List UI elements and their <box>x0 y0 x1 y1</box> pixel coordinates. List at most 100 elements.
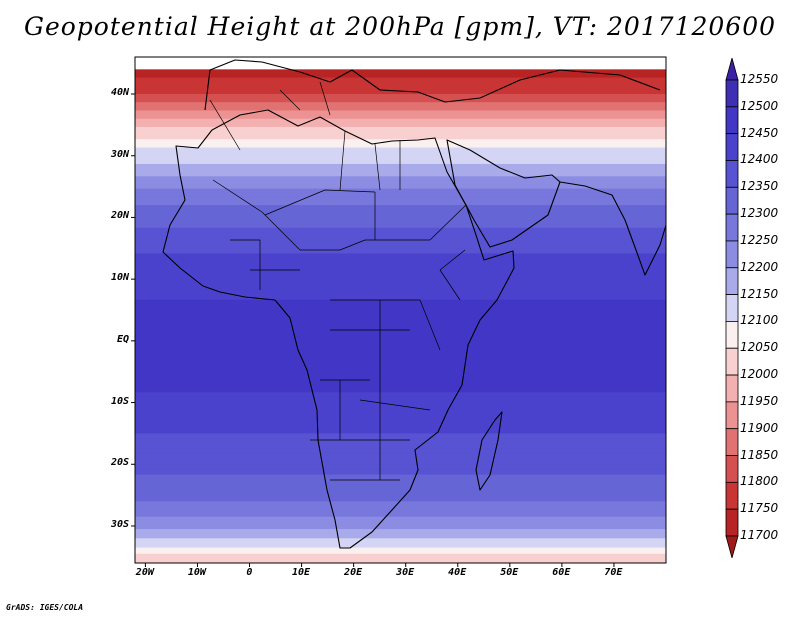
europe-coastline <box>204 59 661 111</box>
colorbar-swatch <box>725 160 739 188</box>
height-band <box>135 209 666 214</box>
height-band <box>135 495 666 499</box>
height-band <box>135 263 666 270</box>
height-band <box>135 168 666 173</box>
lon-tick-label: 70E <box>604 567 623 578</box>
height-band <box>135 73 666 79</box>
height-band <box>135 325 666 332</box>
height-band <box>135 345 666 352</box>
height-band <box>135 474 666 481</box>
colorbar-swatch <box>725 240 739 269</box>
height-band <box>135 106 666 112</box>
colorbar-swatch <box>725 508 739 537</box>
height-band <box>135 407 666 414</box>
height-band <box>135 356 666 363</box>
height-band <box>135 294 666 301</box>
height-band <box>135 284 666 291</box>
height-band <box>135 320 666 327</box>
height-band <box>135 299 666 306</box>
height-band <box>135 536 666 539</box>
height-band <box>135 479 666 486</box>
africa-coastline <box>162 109 515 549</box>
height-band <box>135 89 666 95</box>
lat-tick-label: 30N <box>110 148 129 160</box>
colorbar-swatch <box>725 347 739 376</box>
height-band <box>135 126 666 132</box>
height-band <box>135 268 666 275</box>
colorbar-swatch <box>725 535 739 558</box>
colorbar-swatch <box>725 213 739 242</box>
colorbar-swatch <box>725 455 739 483</box>
colorbar-swatch <box>725 374 739 403</box>
grads-credit: GrADS: IGES/COLA <box>6 603 84 612</box>
colorbar-label: 12250 <box>740 232 779 247</box>
colorbar-label: 12350 <box>740 179 779 194</box>
height-band <box>135 135 666 140</box>
colorbar-label: 12000 <box>740 367 779 382</box>
height-band <box>135 559 666 563</box>
lat-tick-label: 10S <box>110 395 129 407</box>
height-band <box>135 532 666 535</box>
height-band <box>135 387 666 393</box>
height-band <box>135 315 666 321</box>
colorbar-label: 12550 <box>740 72 779 86</box>
height-band <box>135 118 666 124</box>
height-band <box>135 122 666 128</box>
colorbar-swatch <box>725 401 739 430</box>
height-band <box>135 289 666 296</box>
height-band <box>135 222 666 229</box>
height-band <box>135 423 666 429</box>
height-band <box>135 516 666 521</box>
height-band <box>135 542 666 546</box>
height-band <box>135 147 666 153</box>
colorbar-label: 11800 <box>740 474 779 489</box>
colorbar-label: 12100 <box>740 313 779 328</box>
colorbar-label: 12400 <box>740 152 779 167</box>
height-band <box>135 540 666 544</box>
arabia-coastline <box>446 139 561 248</box>
height-band <box>135 366 666 373</box>
height-band <box>135 469 666 476</box>
height-band <box>135 184 666 190</box>
height-band <box>135 274 666 280</box>
height-band <box>135 192 666 198</box>
lat-tick-label: 30S <box>110 518 129 530</box>
height-band <box>135 453 666 460</box>
colorbar-label: 11850 <box>740 447 779 462</box>
colorbar-swatch <box>725 428 739 456</box>
height-band <box>135 155 666 161</box>
colorbar-label: 11900 <box>740 420 779 435</box>
height-band <box>135 151 666 157</box>
height-band <box>135 513 666 518</box>
colorbar-label: 12500 <box>740 98 779 113</box>
map-frame <box>134 56 667 564</box>
height-band <box>135 227 666 234</box>
height-band <box>135 330 666 337</box>
colorbar-label: 11700 <box>740 528 779 542</box>
height-band <box>135 196 666 202</box>
lon-tick-label: 10E <box>291 567 311 578</box>
colorbar-label: 12450 <box>740 125 779 140</box>
lon-tick-label: 0 <box>246 567 253 578</box>
height-band <box>135 200 666 206</box>
colorbar-swatch <box>725 267 739 295</box>
height-band <box>135 85 666 91</box>
height-band <box>135 361 666 368</box>
height-band <box>135 81 666 87</box>
height-band <box>135 484 666 491</box>
height-band <box>135 304 666 311</box>
height-band <box>135 172 666 177</box>
lat-tick-label: 40N <box>110 87 129 99</box>
height-band <box>135 217 666 224</box>
colorbar-label: 11750 <box>740 501 779 516</box>
height-band <box>135 69 666 75</box>
colorbar-swatch <box>725 58 739 81</box>
height-band <box>135 433 666 440</box>
height-band <box>135 102 666 107</box>
height-band <box>135 143 666 149</box>
height-band <box>135 538 666 541</box>
colorbar-swatch <box>725 321 739 349</box>
height-band <box>135 205 666 210</box>
height-band <box>135 507 666 512</box>
